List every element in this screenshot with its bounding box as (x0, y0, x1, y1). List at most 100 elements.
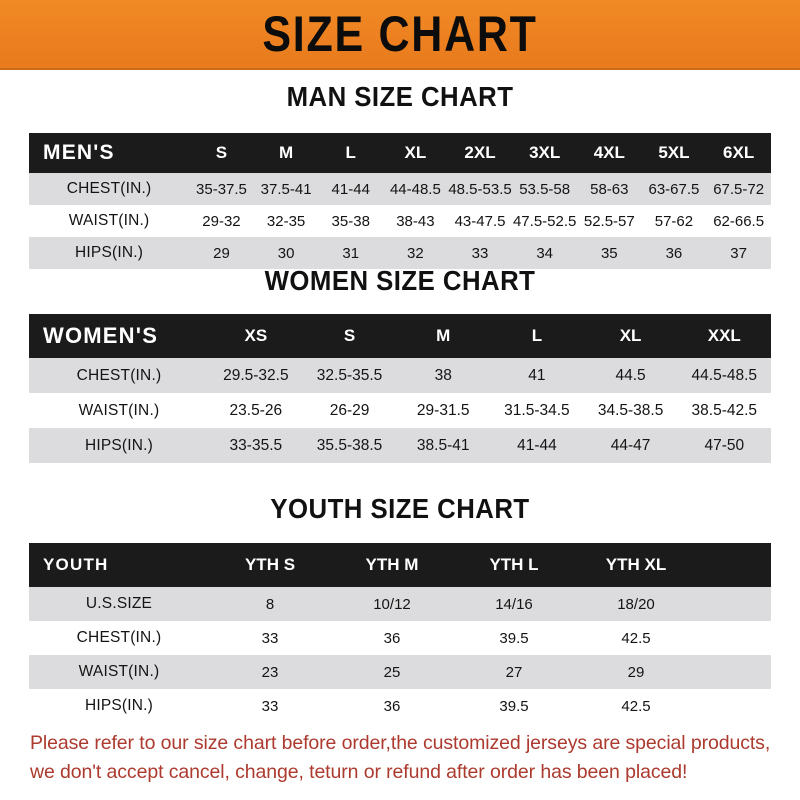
cell: 35.5-38.5 (316, 436, 383, 454)
youth-size-header-spacer (697, 543, 771, 587)
cell: 38 (434, 366, 452, 384)
women-table-body: CHEST(IN.) 29.5-32.5 32.5-35.5 38 41 44.… (29, 358, 772, 463)
cell: 31 (342, 244, 360, 262)
women-corner-label: WOMEN'S (43, 323, 159, 348)
row-label: CHEST(IN.) (66, 180, 152, 197)
cell: 36 (383, 629, 401, 647)
table-row: WAIST(IN.) 23 25 27 29 (29, 655, 771, 689)
row-label: CHEST(IN.) (76, 629, 162, 646)
table-row: CHEST(IN.) 35-37.5 37.5-41 41-44 44-48.5… (29, 173, 771, 205)
cell: 33-35.5 (229, 436, 283, 454)
cell: 36 (383, 697, 401, 715)
youth-table-head: YOUTH YTH S YTH M YTH L YTH XL (29, 543, 771, 587)
cell: 14/16 (495, 595, 533, 613)
row-label: WAIST(IN.) (78, 401, 160, 419)
cell: 29.5-32.5 (223, 366, 289, 384)
row-label: HIPS(IN.) (75, 244, 144, 261)
cell: 44-47 (610, 436, 651, 454)
cell: 47.5-52.5 (512, 212, 577, 230)
youth-table-body: U.S.SIZE 8 10/12 14/16 18/20 CHEST(IN.) … (29, 587, 771, 723)
youth-corner-label: YOUTH (43, 555, 109, 574)
cell: 35-38 (331, 212, 370, 230)
cell: 57-62 (654, 212, 694, 230)
cell: 10/12 (373, 595, 411, 613)
cell: 52.5-57 (583, 212, 635, 230)
youth-size-header: YTH M (365, 555, 419, 574)
cell: 27 (505, 663, 523, 681)
cell: 31.5-34.5 (504, 401, 570, 419)
cell: 39.5 (499, 629, 529, 647)
youth-size-header: YTH S (244, 555, 296, 574)
men-corner-label: MEN'S (43, 141, 115, 164)
men-size-header: 6XL (723, 143, 755, 162)
youth-section-title: YOUTH SIZE CHART (270, 493, 530, 524)
cell: 8 (265, 595, 275, 613)
cell: 42.5 (621, 629, 651, 647)
cell: 37.5-41 (260, 180, 312, 198)
women-table-head: WOMEN'S XS S M L XL XXL (29, 314, 772, 358)
men-size-table: MEN'S S M L XL 2XL 3XL 4XL 5XL 6XL CHEST… (29, 133, 771, 269)
cell: 32 (407, 244, 424, 262)
men-section-title: MAN SIZE CHART (286, 81, 514, 112)
cell: 38.5-41 (416, 436, 470, 454)
cell: 29 (213, 244, 230, 262)
cell: 41-44 (517, 436, 557, 454)
cell-spacer (697, 655, 771, 689)
cell-spacer (697, 587, 771, 621)
cell: 18/20 (617, 595, 655, 613)
cell: 62-66.5 (713, 212, 765, 230)
men-size-header: M (279, 143, 294, 162)
men-table-head: MEN'S S M L XL 2XL 3XL 4XL 5XL 6XL (29, 133, 771, 173)
cell: 25 (383, 663, 401, 681)
table-row: WAIST(IN.) 23.5-26 26-29 29-31.5 31.5-34… (29, 393, 772, 428)
page-banner: SIZE CHART (0, 0, 800, 70)
cell: 41-44 (331, 180, 370, 198)
row-label: HIPS(IN.) (84, 436, 154, 454)
cell: 32.5-35.5 (316, 366, 383, 384)
cell: 42.5 (621, 697, 651, 715)
table-row: HIPS(IN.) 29 30 31 32 33 34 35 36 37 (29, 237, 771, 269)
youth-size-table: YOUTH YTH S YTH M YTH L YTH XL U.S.SIZE … (29, 543, 771, 723)
cell: 41 (528, 366, 546, 384)
cell: 34.5-38.5 (597, 401, 664, 419)
cell: 34 (536, 244, 553, 262)
footer-line-2: we don't accept cancel, change, teturn o… (30, 761, 688, 783)
men-size-header: 2XL (464, 143, 496, 162)
cell: 29-31.5 (416, 401, 470, 419)
women-size-header: XXL (707, 326, 741, 345)
cell: 30 (277, 244, 295, 262)
cell: 43-47.5 (454, 212, 506, 230)
row-label: WAIST(IN.) (78, 663, 160, 680)
cell-spacer (697, 621, 771, 655)
women-size-header: M (436, 326, 451, 345)
cell: 39.5 (499, 697, 529, 715)
cell: 63-67.5 (648, 180, 700, 198)
youth-header-row: YOUTH YTH S YTH M YTH L YTH XL (29, 543, 771, 587)
cell: 33 (261, 697, 279, 715)
women-size-header: L (531, 326, 543, 345)
footer-disclaimer: Please refer to our size chart before or… (30, 729, 786, 787)
cell: 32-35 (266, 212, 306, 230)
men-size-header: 3XL (529, 143, 561, 162)
men-size-header: S (215, 143, 228, 162)
men-size-header: 5XL (658, 143, 690, 162)
table-row: WAIST(IN.) 29-32 32-35 35-38 38-43 43-47… (29, 205, 771, 237)
women-size-header: XL (619, 326, 642, 345)
cell-spacer (697, 689, 771, 723)
table-row: HIPS(IN.) 33-35.5 35.5-38.5 38.5-41 41-4… (29, 428, 772, 463)
women-header-row: WOMEN'S XS S M L XL XXL (29, 314, 772, 358)
table-row: CHEST(IN.) 33 36 39.5 42.5 (29, 621, 771, 655)
cell: 36 (665, 244, 683, 262)
footer-line-1: Please refer to our size chart before or… (30, 732, 771, 754)
row-label: U.S.SIZE (85, 595, 153, 612)
table-row: CHEST(IN.) 29.5-32.5 32.5-35.5 38 41 44.… (29, 358, 772, 393)
cell: 29 (627, 663, 645, 681)
cell: 35 (600, 244, 618, 262)
row-label: WAIST(IN.) (68, 212, 150, 229)
page-title: SIZE CHART (262, 6, 538, 62)
cell: 37 (730, 244, 747, 262)
men-size-header: L (345, 143, 356, 162)
cell: 44-48.5 (389, 180, 441, 198)
cell: 58-63 (590, 180, 629, 198)
